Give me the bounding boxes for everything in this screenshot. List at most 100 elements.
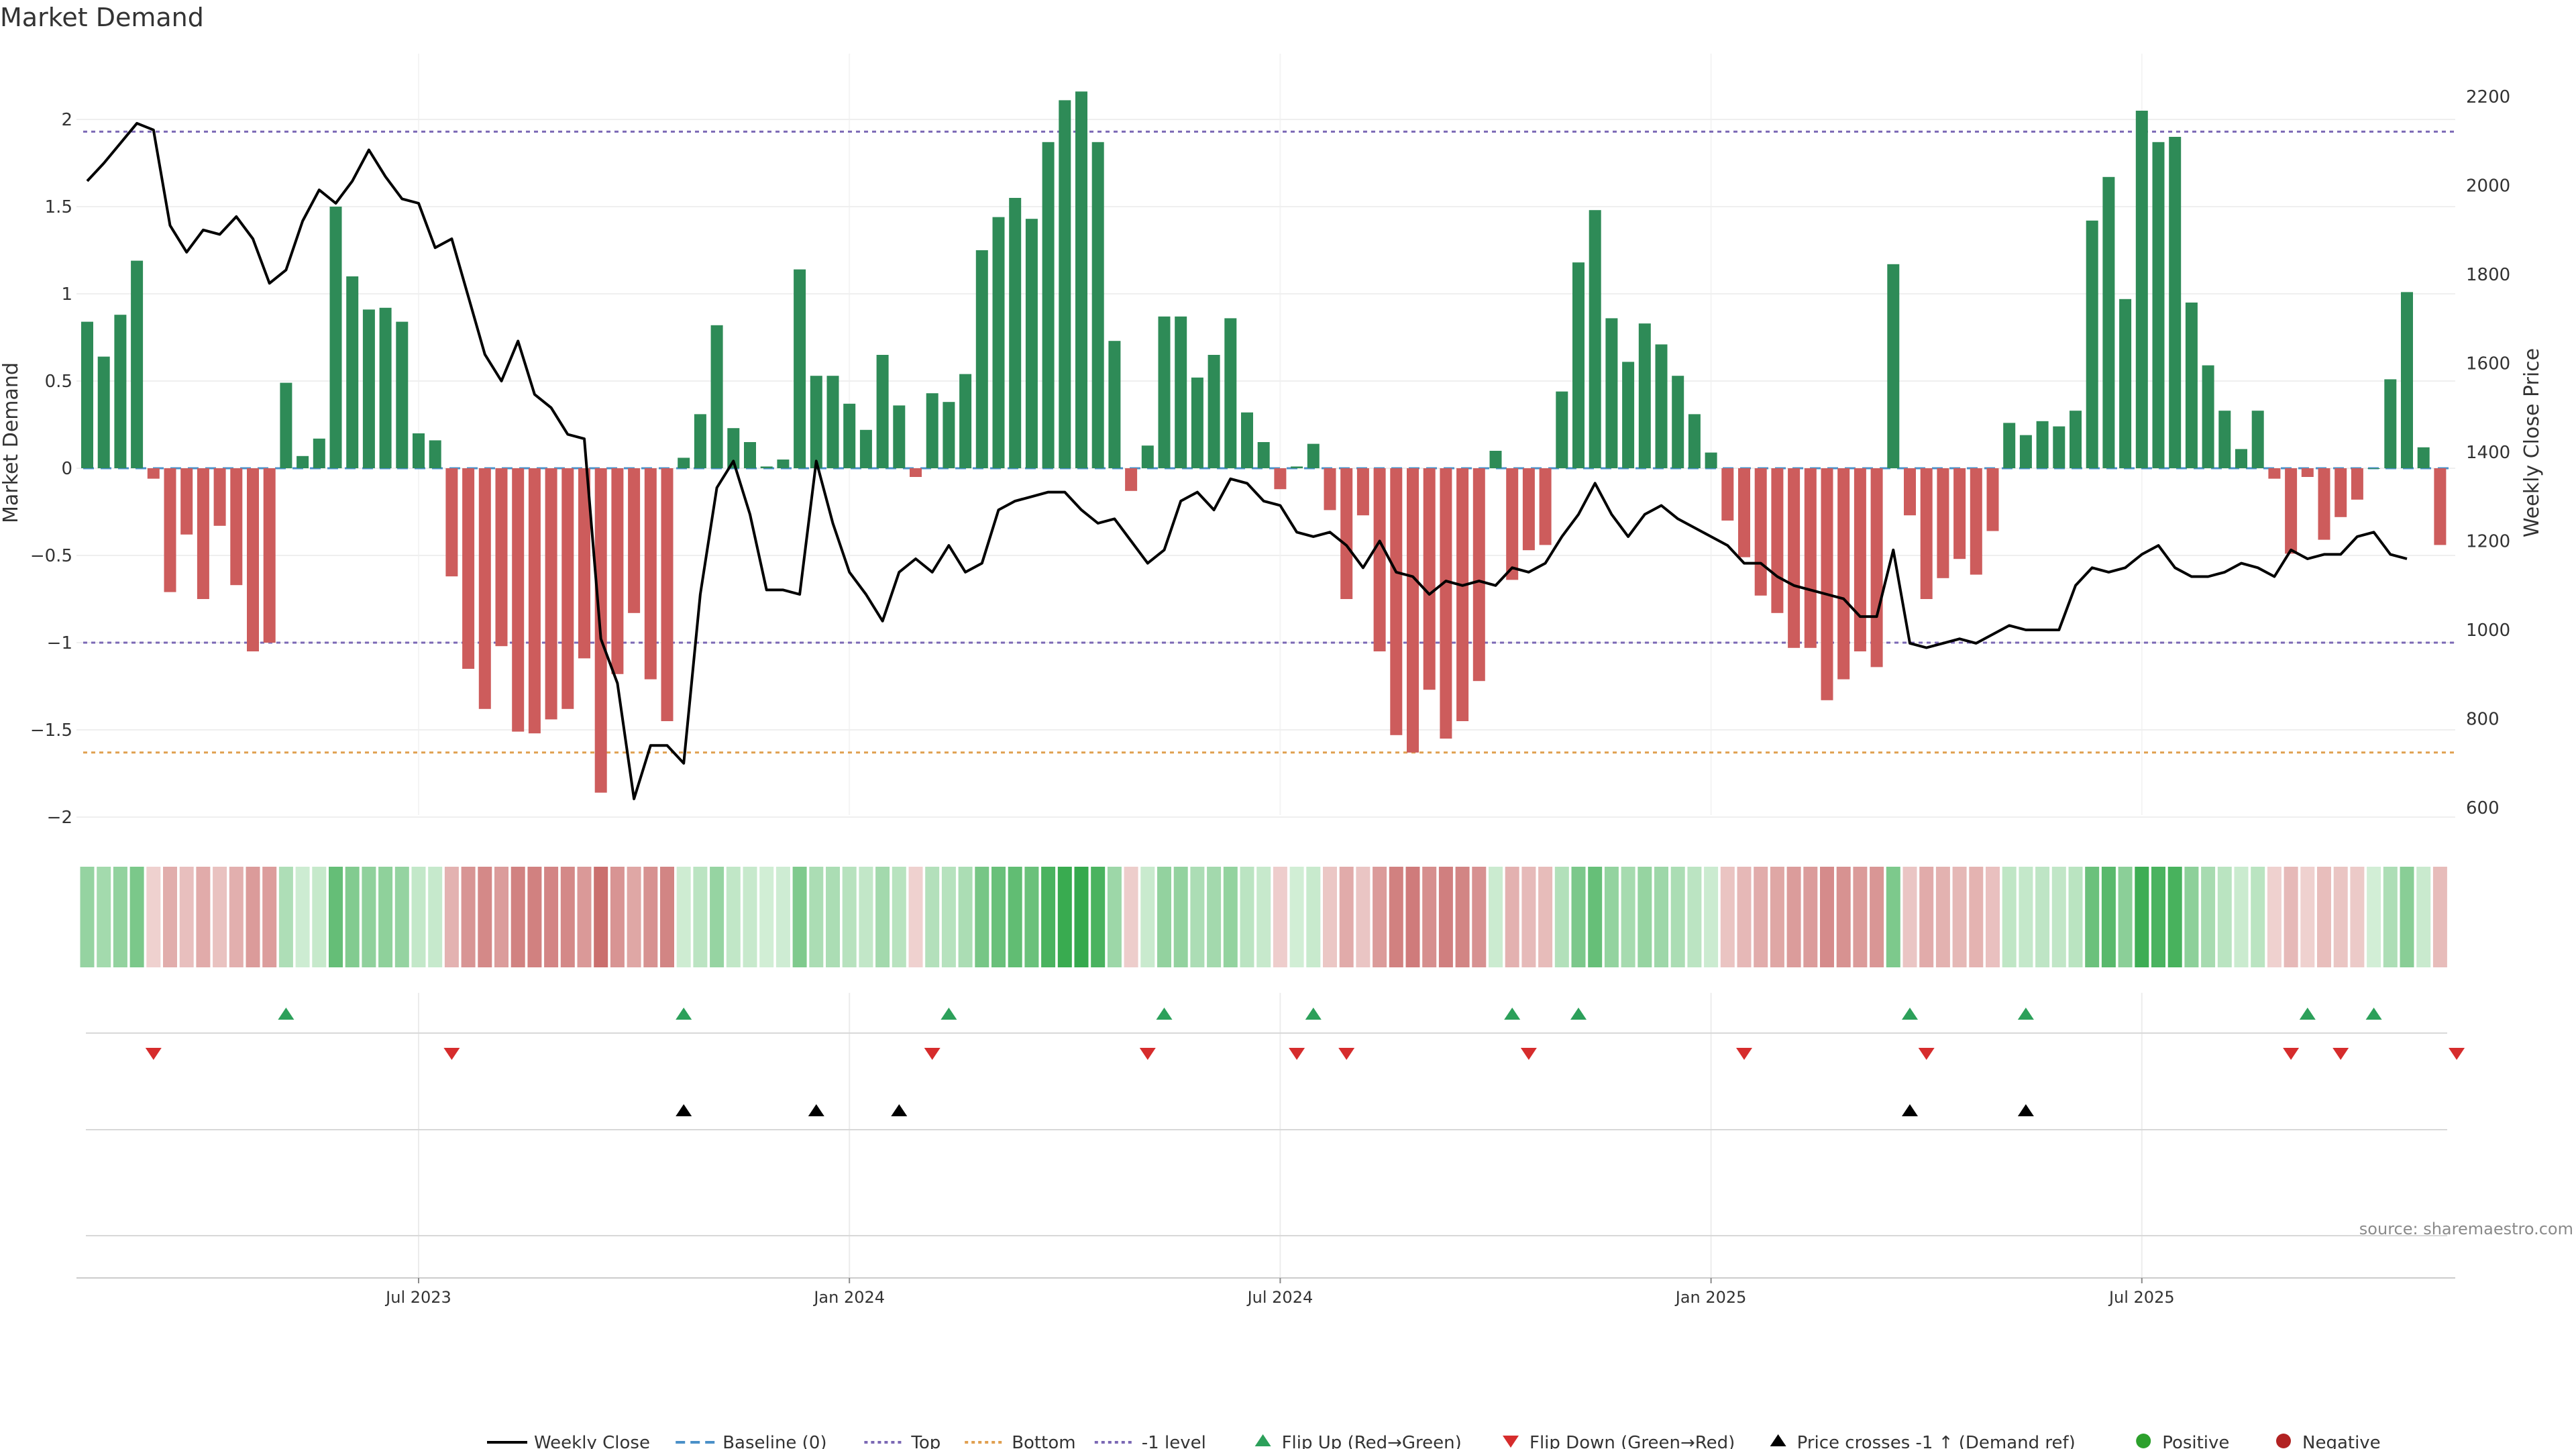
heat-cell — [262, 867, 277, 967]
left-tick-label: 2 — [61, 110, 72, 130]
heat-cell — [1935, 867, 1950, 967]
heat-cell — [1207, 867, 1222, 967]
heat-cell — [792, 867, 807, 967]
heat-cell — [1273, 867, 1287, 967]
legend-swatch — [2136, 1434, 2151, 1448]
demand-bar-negative — [1986, 468, 1999, 531]
x-tick-label: Jul 2025 — [2108, 1288, 2175, 1307]
demand-bar-negative — [1937, 468, 1949, 578]
source-note: source: sharemaestro.com — [2359, 1220, 2573, 1238]
heat-cell — [1803, 867, 1818, 967]
demand-bar-negative — [2268, 468, 2281, 479]
heat-cell — [1124, 867, 1138, 967]
heat-cell — [1373, 867, 1387, 967]
heat-cell — [1952, 867, 1967, 967]
demand-bar-positive — [1655, 344, 1668, 468]
heat-cell — [991, 867, 1006, 967]
heat-cell — [2118, 867, 2133, 967]
demand-bar-negative — [1125, 468, 1138, 491]
demand-bar-positive — [2086, 220, 2098, 468]
heat-cell — [97, 867, 111, 967]
heat-cell — [1604, 867, 1619, 967]
demand-bar-positive — [1091, 142, 1104, 469]
heat-cell — [710, 867, 724, 967]
demand-bar-negative — [1456, 468, 1469, 721]
demand-bar-positive — [2218, 411, 2231, 468]
heat-cell — [859, 867, 873, 967]
heat-cell — [146, 867, 161, 967]
heat-cell — [179, 867, 194, 967]
demand-bar-positive — [97, 356, 110, 468]
demand-bar-positive — [2185, 303, 2198, 468]
demand-bar-negative — [1821, 468, 1833, 700]
heat-cell — [1919, 867, 1934, 967]
left-tick-label: 1 — [61, 284, 72, 305]
demand-bar-positive — [2417, 447, 2430, 468]
heat-cell — [1008, 867, 1022, 967]
flip-up-marker — [1570, 1008, 1587, 1020]
left-tick-label: −1.5 — [30, 720, 72, 741]
price-line-layer — [86, 121, 2408, 800]
heat-cell — [2167, 867, 2182, 967]
heat-cell — [2350, 867, 2365, 967]
demand-bar-negative — [644, 468, 657, 680]
legend-label: -1 level — [1142, 1433, 1206, 1449]
heat-cell — [1422, 867, 1437, 967]
flip-up-marker — [1504, 1008, 1521, 1020]
flip-up-marker — [2365, 1008, 2382, 1020]
heat-cell — [362, 867, 376, 967]
demand-bar-positive — [1108, 341, 1121, 468]
heat-cell — [527, 867, 542, 967]
legend-item: Flip Down (Green→Red) — [1503, 1433, 1735, 1449]
demand-bar-positive — [694, 414, 706, 468]
heat-cell — [1091, 867, 1106, 967]
legend-label: Flip Up (Red→Green) — [1282, 1433, 1462, 1449]
heat-cell — [2101, 867, 2116, 967]
heat-cell — [2135, 867, 2149, 967]
heat-cell — [1356, 867, 1371, 967]
demand-bar-negative — [661, 468, 674, 721]
heat-cell — [1074, 867, 1089, 967]
right-tick-label: 2200 — [2466, 87, 2510, 107]
heat-cell — [1140, 867, 1155, 967]
heat-cell — [2284, 867, 2298, 967]
heat-cell — [2035, 867, 2050, 967]
demand-bar-negative — [1738, 468, 1750, 557]
demand-bar-positive — [959, 374, 972, 468]
heat-cell — [975, 867, 989, 967]
demand-bar-positive — [396, 321, 409, 468]
demand-bar-negative — [1754, 468, 1767, 596]
flip-down-marker — [2332, 1048, 2349, 1060]
demand-bar-positive — [727, 428, 740, 468]
demand-bar-negative — [2301, 468, 2314, 477]
flip-down-marker — [2449, 1048, 2465, 1060]
flip-down-marker — [443, 1048, 460, 1060]
demand-bar-negative — [1970, 468, 1982, 575]
weekly-close-line — [86, 121, 2408, 800]
heat-cell — [80, 867, 95, 967]
heat-cell — [875, 867, 890, 967]
right-tick-label: 1000 — [2466, 621, 2510, 641]
demand-bar-positive — [2036, 421, 2049, 468]
heat-cell — [759, 867, 774, 967]
heat-cell — [1737, 867, 1752, 967]
demand-bar-positive — [943, 402, 955, 468]
legend-swatch — [1503, 1436, 1519, 1448]
heat-strip — [80, 867, 2447, 967]
heat-cell — [378, 867, 393, 967]
heat-cell — [196, 867, 211, 967]
flip-down-marker — [1139, 1048, 1156, 1060]
x-tick-label: Jul 2023 — [384, 1288, 451, 1307]
demand-bar-positive — [810, 376, 822, 468]
demand-bar-negative — [1788, 468, 1801, 648]
demand-bar-negative — [628, 468, 641, 613]
heat-cell — [2367, 867, 2381, 967]
demand-bar-positive — [280, 382, 292, 468]
heat-cell — [1521, 867, 1536, 967]
heat-cell — [594, 867, 608, 967]
demand-bar-positive — [1059, 100, 1071, 468]
heat-cell — [676, 867, 691, 967]
flip-down-marker — [1736, 1048, 1752, 1060]
flip-down-marker — [145, 1048, 162, 1060]
heat-cell — [1538, 867, 1553, 967]
